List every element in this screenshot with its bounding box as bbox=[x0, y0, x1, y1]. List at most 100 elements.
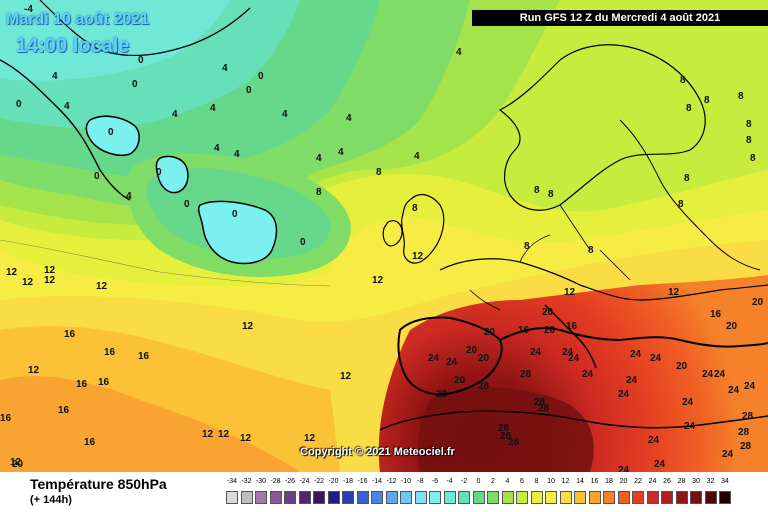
contour-label: 4 bbox=[214, 143, 220, 154]
contour-label: 8 bbox=[678, 199, 684, 210]
colorbar-swatch bbox=[371, 491, 383, 504]
contour-label: 4 bbox=[52, 71, 58, 82]
contour-label: 28 bbox=[520, 369, 532, 380]
contour-label: 16 bbox=[58, 405, 70, 416]
contour-label: 20 bbox=[544, 325, 556, 336]
contour-label: 20 bbox=[542, 307, 554, 318]
colorbar-swatch bbox=[675, 491, 688, 504]
contour-label: 0 bbox=[246, 85, 252, 96]
contour-label: 12 bbox=[22, 277, 34, 288]
contour-label: 12 bbox=[202, 429, 214, 440]
forecast-time-title: 14:00 locale bbox=[16, 35, 130, 57]
contour-label: 12 bbox=[668, 287, 680, 298]
contour-label: 12 bbox=[372, 275, 384, 286]
contour-label: 20 bbox=[726, 321, 738, 332]
contour-label: 24 bbox=[714, 369, 726, 380]
colorbar-tick-label: 10 bbox=[547, 478, 555, 485]
colorbar-swatch bbox=[559, 491, 572, 504]
contour-label: 4 bbox=[316, 153, 322, 164]
colorbar-swatch bbox=[443, 491, 456, 504]
contour-label: 0 bbox=[108, 127, 114, 138]
colorbar-tick-label: -8 bbox=[417, 478, 424, 485]
contour-label: 12 bbox=[44, 275, 56, 286]
colorbar-tick-label: 30 bbox=[692, 478, 700, 485]
contour-label: 16 bbox=[566, 321, 578, 332]
contour-label: 16 bbox=[0, 413, 12, 424]
contour-label: 8 bbox=[412, 203, 418, 214]
north-africa-coast bbox=[379, 410, 768, 431]
contour-label: 12 bbox=[6, 267, 18, 278]
colorbar-tick-label: 20 bbox=[619, 478, 628, 485]
contour-label: 24 bbox=[428, 353, 440, 364]
contour-label: 28 bbox=[478, 381, 490, 392]
contour-label: 20 bbox=[454, 375, 466, 386]
contour-label: 24 bbox=[582, 369, 594, 380]
colorbar-swatch bbox=[545, 491, 557, 504]
contour-label: 0 bbox=[156, 167, 162, 178]
contour-label: 8 bbox=[376, 167, 382, 178]
contour-label: 24 bbox=[618, 465, 630, 473]
contour-label: 8 bbox=[548, 189, 554, 200]
contour-label: 16 bbox=[76, 379, 88, 390]
forecast-date-title: Mardi 10 août 2021 bbox=[6, 11, 150, 28]
colorbar-swatch bbox=[240, 491, 253, 504]
contour-label: 20 bbox=[676, 361, 688, 372]
contour-label: 12 bbox=[340, 371, 352, 382]
contour-label: -4 bbox=[24, 4, 33, 15]
contour-label: 4 bbox=[210, 103, 216, 114]
contour-label: 24 bbox=[682, 397, 694, 408]
contour-label: 24 bbox=[618, 389, 630, 400]
contour-label: 0 bbox=[232, 209, 238, 220]
colorbar-tick-label: -10 bbox=[400, 478, 412, 485]
contour-label: 28 bbox=[508, 437, 520, 448]
contour-label: 8 bbox=[524, 241, 530, 252]
colorbar-tick-label: 8 bbox=[534, 478, 539, 485]
colorbar-tick-label: 14 bbox=[576, 478, 584, 485]
temperature-map: -4 0 0 0 0 0 0 0 0 0 0 0 4 4 4 4 4 4 4 4 4 4 4 4 4 4 8 8 8 8 8 8 8 8 8 8 8 8 8… bbox=[0, 0, 768, 472]
colorbar-tick-label: -18 bbox=[342, 478, 354, 485]
colorbar-tick-label: -22 bbox=[313, 478, 325, 485]
contour-label: 16 bbox=[104, 347, 116, 358]
contour-label: 12 bbox=[44, 265, 56, 276]
contour-label: 0 bbox=[16, 99, 22, 110]
colorbar-swatch bbox=[226, 491, 238, 504]
colorbar-swatch bbox=[530, 491, 543, 504]
greenland-top bbox=[39, 0, 251, 57]
iberia-coast bbox=[397, 316, 503, 396]
contour-label: 4 bbox=[64, 101, 70, 112]
contour-label: 8 bbox=[684, 173, 690, 184]
colorbar-swatch bbox=[255, 491, 267, 504]
contour-label: 12 bbox=[218, 429, 230, 440]
colorbar-tick-label: 34 bbox=[721, 478, 729, 485]
copyright-notice: Copyright © 2021 Meteociel.fr bbox=[300, 446, 455, 458]
colorbar-swatch bbox=[472, 491, 485, 504]
colorbar-tick-label: -4 bbox=[446, 478, 453, 485]
colorbar-tick-label: -28 bbox=[270, 478, 281, 485]
contour-label: 4 bbox=[234, 149, 240, 160]
scandinavia-coast bbox=[498, 44, 706, 211]
contour-label: 20 bbox=[478, 353, 490, 364]
colorbar-swatch bbox=[588, 491, 601, 504]
colorbar-swatch bbox=[516, 491, 528, 504]
greenland-coast bbox=[0, 59, 131, 201]
contour-label: 16 bbox=[84, 437, 96, 448]
colorbar-tick-label: 2 bbox=[491, 478, 495, 485]
island-west bbox=[197, 200, 278, 265]
colorbar-swatch bbox=[690, 491, 702, 504]
contour-label: 20 bbox=[752, 297, 764, 308]
contour-label: 4 bbox=[338, 147, 344, 158]
contour-label: 0 bbox=[300, 237, 306, 248]
contour-label: 4 bbox=[282, 109, 288, 120]
ireland-coast bbox=[382, 220, 403, 247]
contour-label: 16 bbox=[98, 377, 110, 388]
eastern-border bbox=[619, 119, 761, 271]
contour-label: 8 bbox=[534, 185, 540, 196]
country-borders bbox=[469, 204, 631, 311]
colorbar-swatch bbox=[313, 491, 325, 504]
contour-label: 8 bbox=[588, 245, 594, 256]
contour-label: 24 bbox=[446, 357, 458, 368]
colorbar-swatch bbox=[646, 491, 659, 504]
colorbar-swatch bbox=[617, 491, 630, 504]
colorbar-swatch bbox=[501, 491, 514, 504]
colorbar-tick-label: -2 bbox=[460, 478, 468, 485]
